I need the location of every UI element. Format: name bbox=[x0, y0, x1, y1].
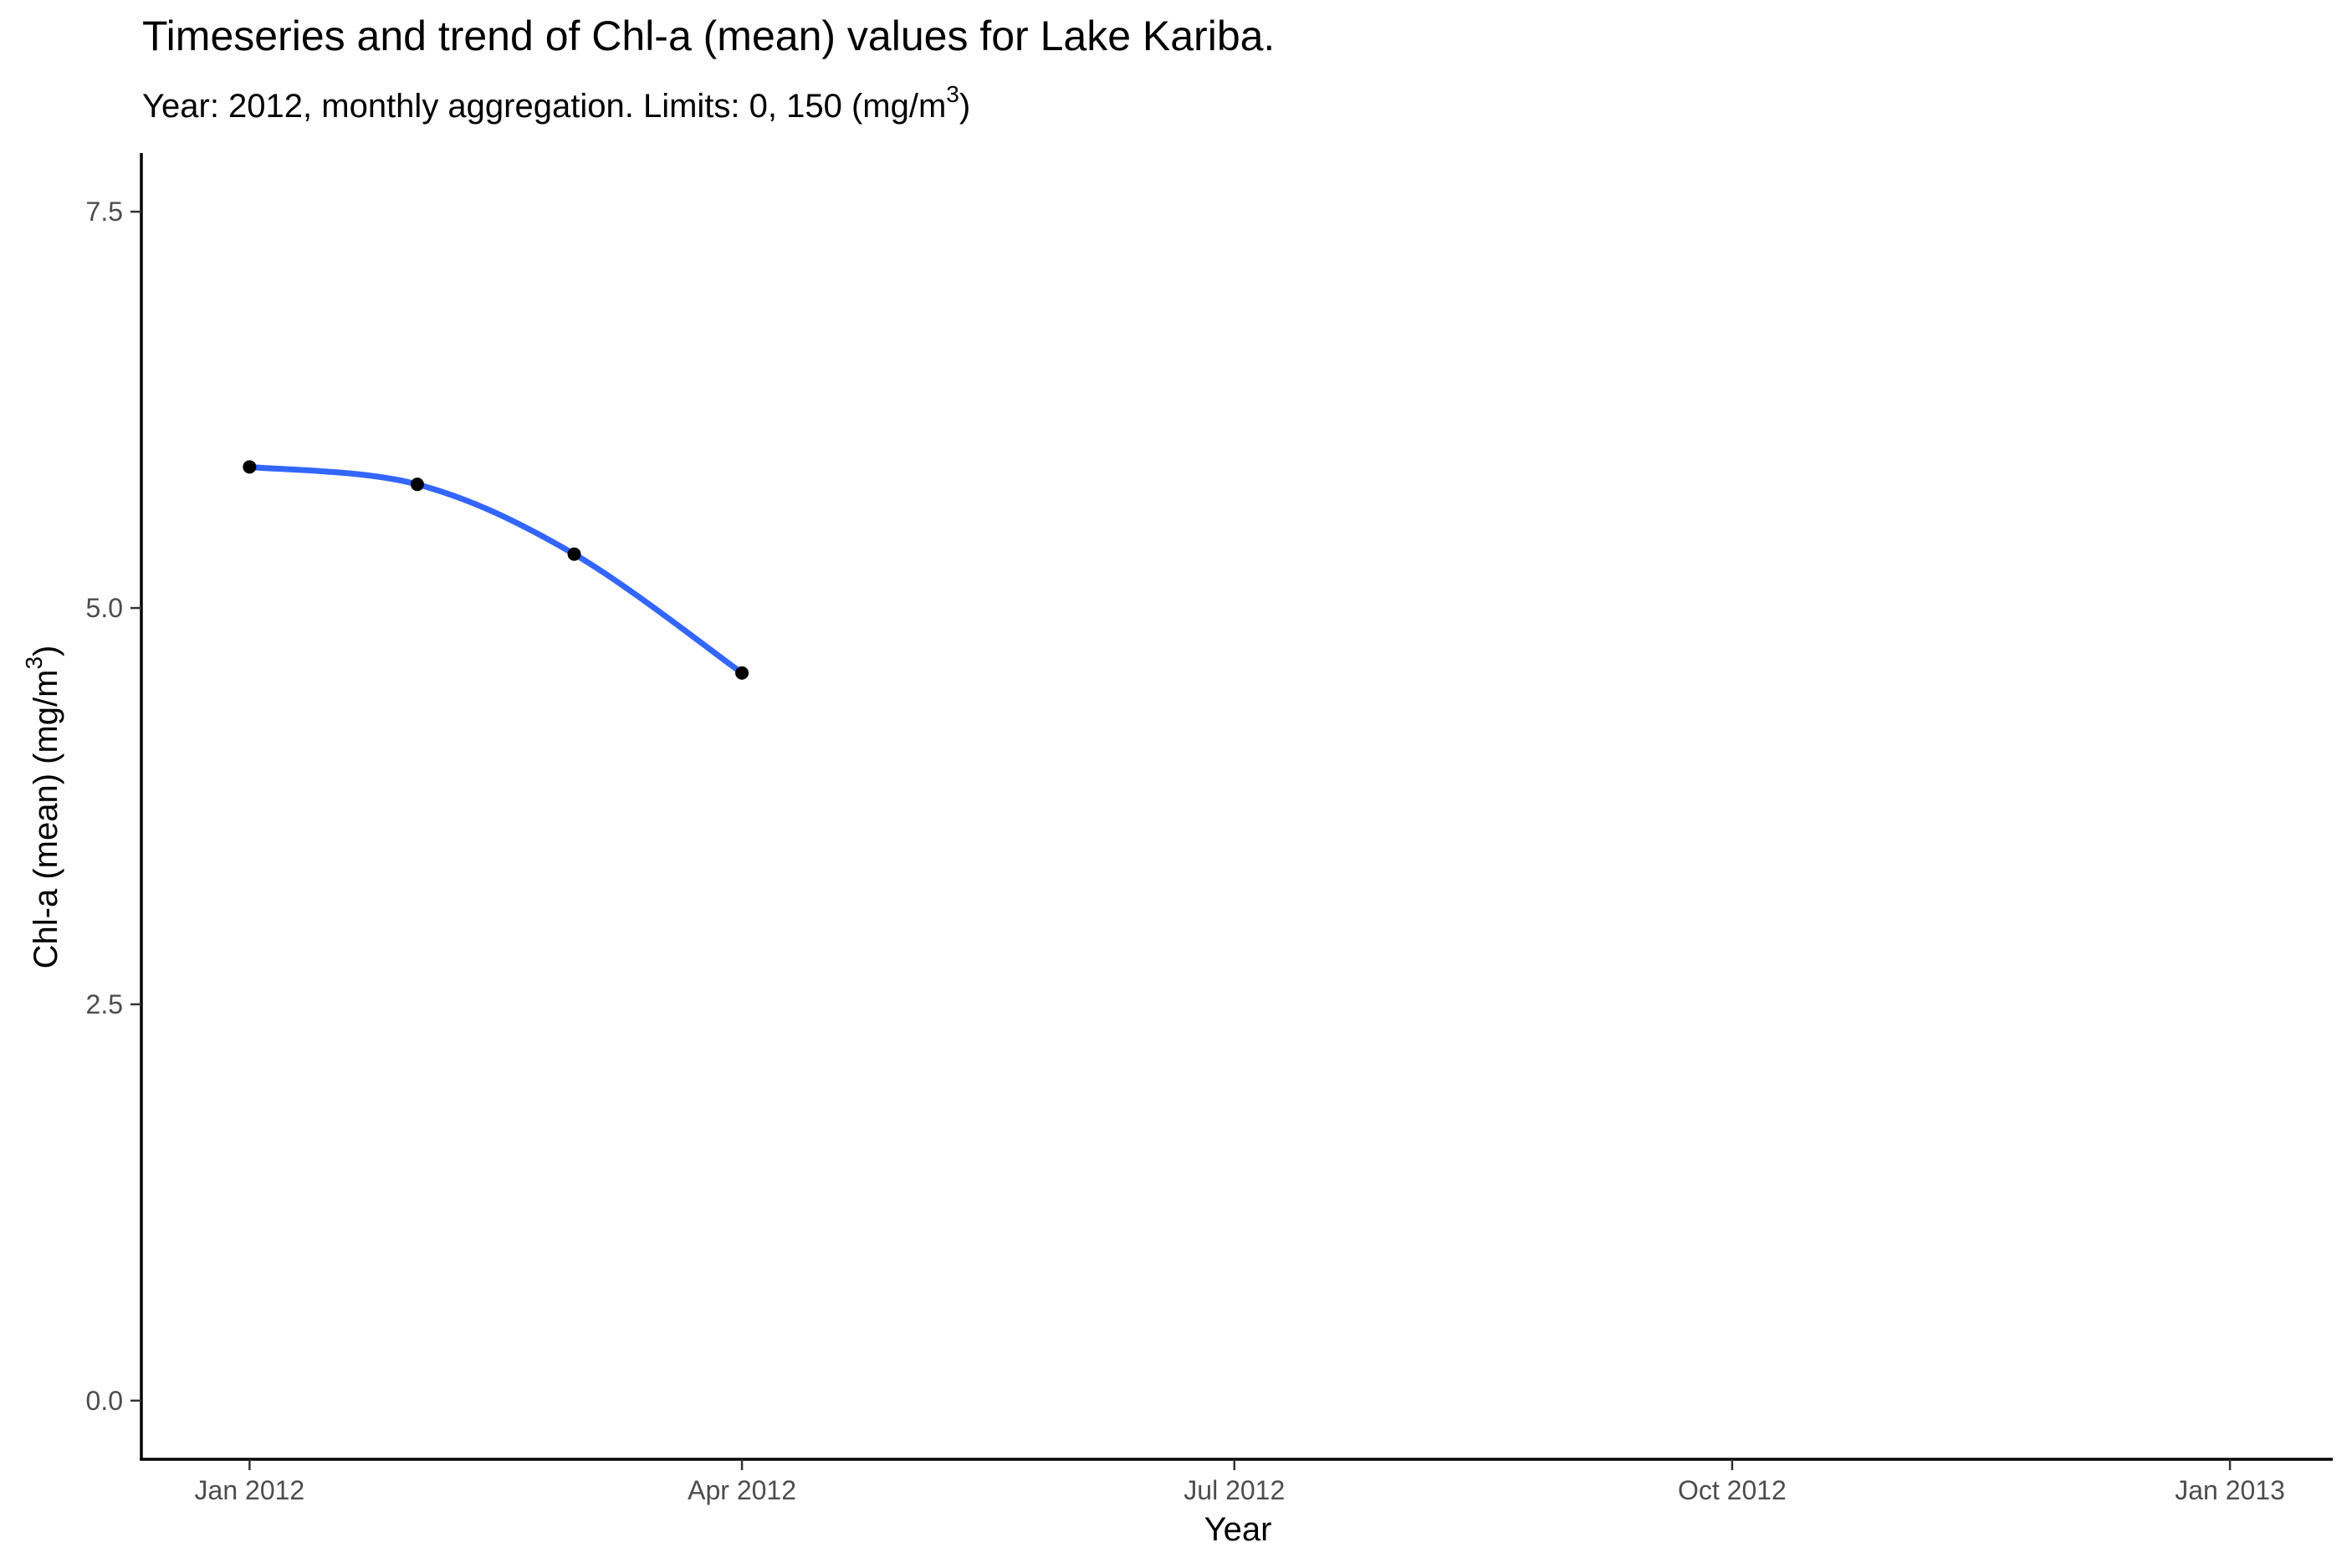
x-tick-label: Jan 2013 bbox=[2175, 1475, 2285, 1505]
subtitle-close: ) bbox=[959, 88, 970, 125]
x-tick-label: Apr 2012 bbox=[688, 1475, 796, 1505]
data-point bbox=[410, 478, 424, 492]
data-point bbox=[243, 460, 257, 474]
y-axis-title-text: Chl-a (mean) (mg/m bbox=[28, 670, 64, 969]
data-point bbox=[735, 666, 749, 680]
y-tick-label: 5.0 bbox=[86, 593, 123, 623]
y-axis-ticks: 0.0 2.5 5.0 7.5 bbox=[86, 197, 141, 1416]
y-tick-label: 0.0 bbox=[86, 1386, 123, 1416]
x-tick-label: Jan 2012 bbox=[195, 1475, 305, 1505]
x-tick-label: Oct 2012 bbox=[1678, 1475, 1787, 1505]
chart-subtitle: Year: 2012, monthly aggregation. Limits:… bbox=[142, 81, 970, 125]
chart-title: Timeseries and trend of Chl-a (mean) val… bbox=[142, 13, 1275, 59]
x-axis-ticks: Jan 2012 Apr 2012 Jul 2012 Oct 2012 Jan 2013 bbox=[195, 1459, 2285, 1505]
subtitle-text: Year: 2012, monthly aggregation. Limits:… bbox=[142, 88, 946, 125]
data-point bbox=[567, 547, 581, 561]
y-tick-label: 2.5 bbox=[86, 989, 123, 1019]
x-axis-title: Year bbox=[1204, 1511, 1272, 1548]
plot-marks bbox=[243, 460, 749, 680]
y-axis-title-close: ) bbox=[28, 646, 64, 656]
y-tick-label: 7.5 bbox=[86, 197, 123, 227]
x-tick-label: Jul 2012 bbox=[1184, 1475, 1285, 1505]
trend-line bbox=[246, 463, 745, 677]
subtitle-superscript: 3 bbox=[946, 81, 959, 107]
y-axis-title: Chl-a (mean) (mg/m3) bbox=[21, 646, 64, 969]
y-axis-title-superscript: 3 bbox=[21, 656, 47, 670]
